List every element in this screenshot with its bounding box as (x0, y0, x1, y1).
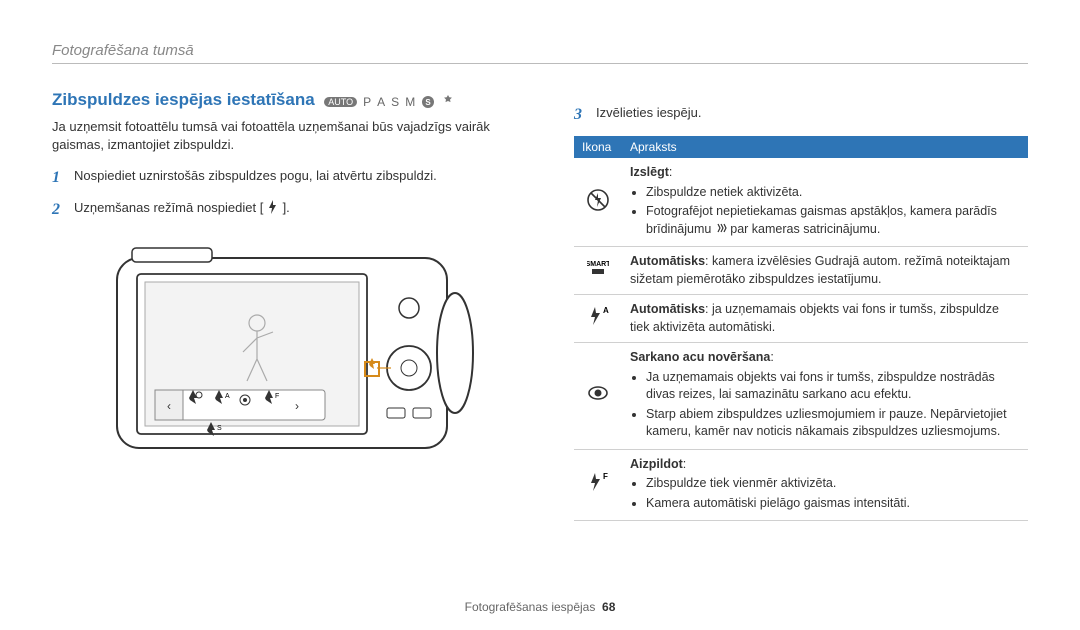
footer-label: Fotografēšanas iespējas (465, 600, 596, 614)
row-title: Sarkano acu novēršana (630, 350, 770, 364)
flash-off-icon (574, 158, 622, 247)
flash-auto-icon: A (574, 295, 622, 343)
table-header-icon: Ikona (574, 136, 622, 158)
mode-auto-icon: AUTO (324, 97, 357, 107)
smart-icon: SMART (574, 247, 622, 295)
step-text-before: Uzņemšanas režīmā nospiediet [ (74, 200, 263, 215)
svg-text:‹: ‹ (167, 399, 171, 413)
row-bullet: Fotografējot nepietiekamas gaismas apstā… (646, 203, 1020, 238)
page-number: 68 (602, 600, 615, 614)
redeye-icon (574, 343, 622, 450)
step-text: Izvēlieties iespēju. (596, 104, 702, 126)
row-title: Izslēgt (630, 165, 669, 179)
mode-p: P (363, 95, 371, 109)
table-row: Sarkano acu novēršana: Ja uzņemamais obj… (574, 343, 1028, 450)
row-bullet: Zibspuldze netiek aktivizēta. (646, 184, 1020, 202)
step-text: Nospiediet uznirstošās zibspuldzes pogu,… (74, 167, 437, 189)
row-bullet: Zibspuldze tiek vienmēr aktivizēta. (646, 475, 1020, 493)
step-text: Uzņemšanas režīmā nospiediet [ ]. (74, 199, 290, 221)
table-row: F Aizpildot: Zibspuldze tiek vienmēr akt… (574, 449, 1028, 521)
intro-text: Ja uzņemsit fotoattēlu tumsā vai fotoatt… (52, 118, 532, 153)
row-bullet: Ja uzņemamais objekts vai fons ir tumšs,… (646, 369, 1020, 404)
svg-text:A: A (603, 306, 609, 315)
svg-text:S: S (217, 425, 222, 432)
mode-s: S (391, 95, 399, 109)
mode-strip: AUTO P A S M S (324, 95, 455, 109)
svg-text:F: F (275, 393, 279, 400)
svg-text:A: A (225, 393, 230, 400)
table-header-desc: Apraksts (622, 136, 1028, 158)
step-1: 1 Nospiediet uznirstošās zibspuldzes pog… (52, 167, 532, 189)
section-title-row: Zibspuldzes iespējas iestatīšana AUTO P … (52, 90, 532, 110)
flash-fill-icon: F (574, 449, 622, 521)
mode-a: A (377, 95, 385, 109)
table-row: SMART Automātisks: kamera izvēlēsies Gud… (574, 247, 1028, 295)
step-text-after: ]. (283, 200, 290, 215)
step-number: 1 (52, 167, 66, 189)
chapter-heading: Fotografēšana tumsā (52, 42, 1028, 59)
mode-magic-icon (441, 95, 455, 109)
divider (52, 63, 1028, 64)
row-title: Aizpildot (630, 457, 683, 471)
section-title: Zibspuldzes iespējas iestatīšana (52, 90, 315, 109)
table-row: A Automātisks: ja uzņemamais objekts vai… (574, 295, 1028, 343)
step-number: 3 (574, 104, 588, 126)
step-2: 2 Uzņemšanas režīmā nospiediet [ ]. (52, 199, 532, 221)
camera-illustration: ‹ A F › S (52, 238, 532, 471)
row-desc: Automātisks: ja uzņemamais objekts vai f… (622, 295, 1028, 343)
shake-icon (715, 222, 727, 236)
row-desc: Automātisks: kamera izvēlēsies Gudrajā a… (622, 247, 1028, 295)
svg-text:S: S (426, 98, 432, 107)
mode-m: M (405, 95, 415, 109)
step-3: 3 Izvēlieties iespēju. (574, 104, 1028, 126)
row-bullet: Starp abiem zibspuldzes uzliesmojumiem i… (646, 406, 1020, 441)
table-row: Izslēgt: Zibspuldze netiek aktivizēta. F… (574, 158, 1028, 247)
mode-smart-icon: S (421, 95, 435, 109)
flash-icon (267, 200, 279, 219)
options-table: Ikona Apraksts Izslēgt: Zibspuldze net (574, 136, 1028, 521)
svg-text:›: › (295, 399, 299, 413)
svg-text:F: F (603, 472, 608, 481)
page-footer: Fotografēšanas iespējas 68 (0, 600, 1080, 614)
svg-text:SMART: SMART (587, 261, 609, 268)
row-bullet: Kamera automātiski pielāgo gaismas inten… (646, 495, 1020, 513)
step-number: 2 (52, 199, 66, 221)
